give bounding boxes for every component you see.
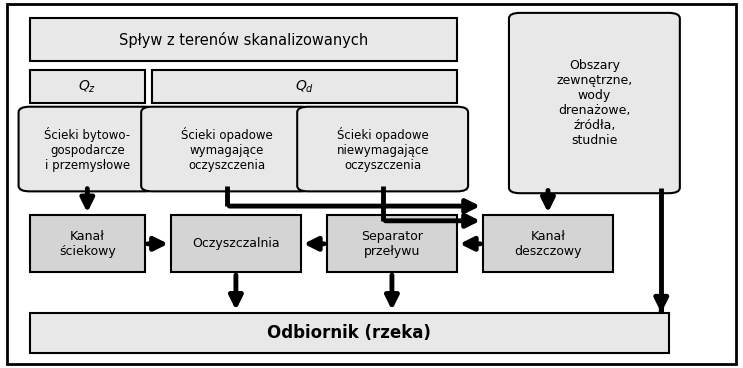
FancyBboxPatch shape bbox=[19, 107, 156, 191]
Text: Kanał
ściekowy: Kanał ściekowy bbox=[59, 230, 116, 258]
FancyBboxPatch shape bbox=[152, 70, 457, 103]
FancyBboxPatch shape bbox=[141, 107, 312, 191]
FancyBboxPatch shape bbox=[171, 215, 301, 272]
FancyBboxPatch shape bbox=[30, 18, 457, 61]
Text: Obszary
zewnętrzne,
wody
drenażowe,
źródła,
studnie: Obszary zewnętrzne, wody drenażowe, źród… bbox=[557, 59, 632, 147]
FancyBboxPatch shape bbox=[483, 215, 613, 272]
FancyBboxPatch shape bbox=[297, 107, 468, 191]
FancyBboxPatch shape bbox=[509, 13, 680, 193]
FancyBboxPatch shape bbox=[327, 215, 457, 272]
Text: $Q_z$: $Q_z$ bbox=[78, 78, 97, 95]
Text: $Q_d$: $Q_d$ bbox=[295, 78, 314, 95]
Text: Spływ z terenów skanalizowanych: Spływ z terenów skanalizowanych bbox=[119, 32, 368, 47]
Text: Separator
przeływu: Separator przeływu bbox=[361, 230, 423, 258]
Text: Ścieki opadowe
wymagające
oczyszczenia: Ścieki opadowe wymagające oczyszczenia bbox=[181, 127, 273, 171]
Text: Odbiornik (rzeka): Odbiornik (rzeka) bbox=[267, 324, 431, 342]
Text: Kanał
deszczowy: Kanał deszczowy bbox=[514, 230, 582, 258]
FancyBboxPatch shape bbox=[30, 70, 145, 103]
Text: Oczyszczalnia: Oczyszczalnia bbox=[192, 237, 279, 250]
Text: Ścieki bytowo-
gospodarcze
i przemysłowe: Ścieki bytowo- gospodarcze i przemysłowe bbox=[45, 127, 130, 171]
Text: Ścieki opadowe
niewymagające
oczyszczenia: Ścieki opadowe niewymagające oczyszczeni… bbox=[337, 127, 429, 171]
FancyBboxPatch shape bbox=[30, 313, 669, 353]
FancyBboxPatch shape bbox=[30, 215, 145, 272]
